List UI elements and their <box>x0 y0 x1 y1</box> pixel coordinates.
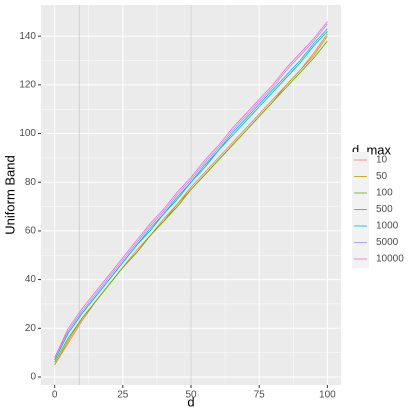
y-tick-label: 140 <box>19 31 36 42</box>
y-tick-label: 80 <box>25 177 37 188</box>
x-tick-label: 50 <box>185 390 197 401</box>
y-tick-label: 60 <box>25 226 37 237</box>
y-tick-label: 120 <box>19 79 36 90</box>
legend-key <box>352 152 369 169</box>
legend-key <box>352 185 369 202</box>
legend-label: 10000 <box>376 254 404 265</box>
series-line <box>54 28 328 361</box>
x-tick-label: 75 <box>254 390 266 401</box>
x-tick-label: 25 <box>117 390 129 401</box>
y-tick-label: 100 <box>19 128 36 139</box>
series-line <box>54 40 328 363</box>
legend-key <box>352 234 369 252</box>
series-line <box>54 23 328 358</box>
legend-label: 100 <box>376 188 393 199</box>
y-axis-title: Uniform Band <box>2 155 17 234</box>
legend-label: 500 <box>376 204 393 215</box>
x-axis-title: d <box>187 394 194 409</box>
x-tick-label: 0 <box>52 390 58 401</box>
legend-label: 5000 <box>376 237 399 248</box>
legend-label: 50 <box>376 171 388 182</box>
y-tick-label: 40 <box>25 274 37 285</box>
series-line <box>54 21 328 358</box>
legend-key <box>352 201 369 219</box>
legend-key <box>352 218 369 235</box>
y-tick-label: 20 <box>25 323 37 334</box>
legend-label: 1000 <box>376 221 399 232</box>
y-tick-label: 0 <box>30 372 36 383</box>
legend-key <box>352 251 369 268</box>
legend-label: 10 <box>376 155 388 166</box>
legend-key <box>352 168 369 186</box>
x-tick-label: 100 <box>319 390 336 401</box>
